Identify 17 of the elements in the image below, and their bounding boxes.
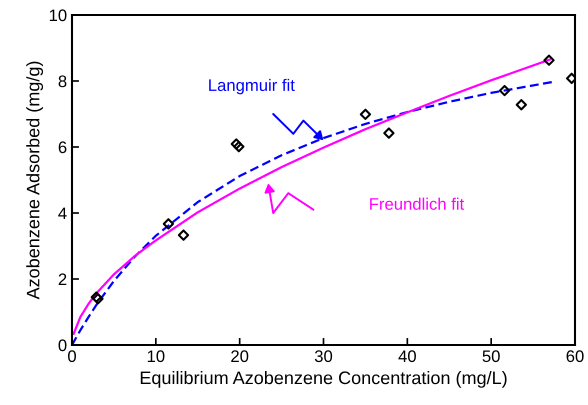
y-tick-label: 2 <box>58 273 66 286</box>
y-tick-label: 10 <box>50 9 66 22</box>
x-tick-label: 50 <box>482 350 500 362</box>
y-axis-title: Azobenzene Adsorbed (mg/g) <box>26 62 44 300</box>
y-tick-label: 8 <box>58 75 66 88</box>
x-tick-label: 60 <box>566 350 584 362</box>
x-axis-title: Equilibrium Azobenzene Concentration (mg/L) <box>140 370 507 388</box>
x-tick-label: 40 <box>398 350 416 362</box>
x-tick-label: 10 <box>148 350 164 362</box>
y-tick-label: 0 <box>58 339 66 352</box>
text: Langmuir fit <box>209 78 295 94</box>
x-tick-label: 30 <box>314 350 332 362</box>
text: Freundlich fit <box>370 198 464 210</box>
x-tick-label: 20 <box>231 350 248 362</box>
y-tick-label: 4 <box>58 208 67 220</box>
x-tick-label: 0 <box>68 350 76 362</box>
y-tick-label: 6 <box>58 141 66 154</box>
